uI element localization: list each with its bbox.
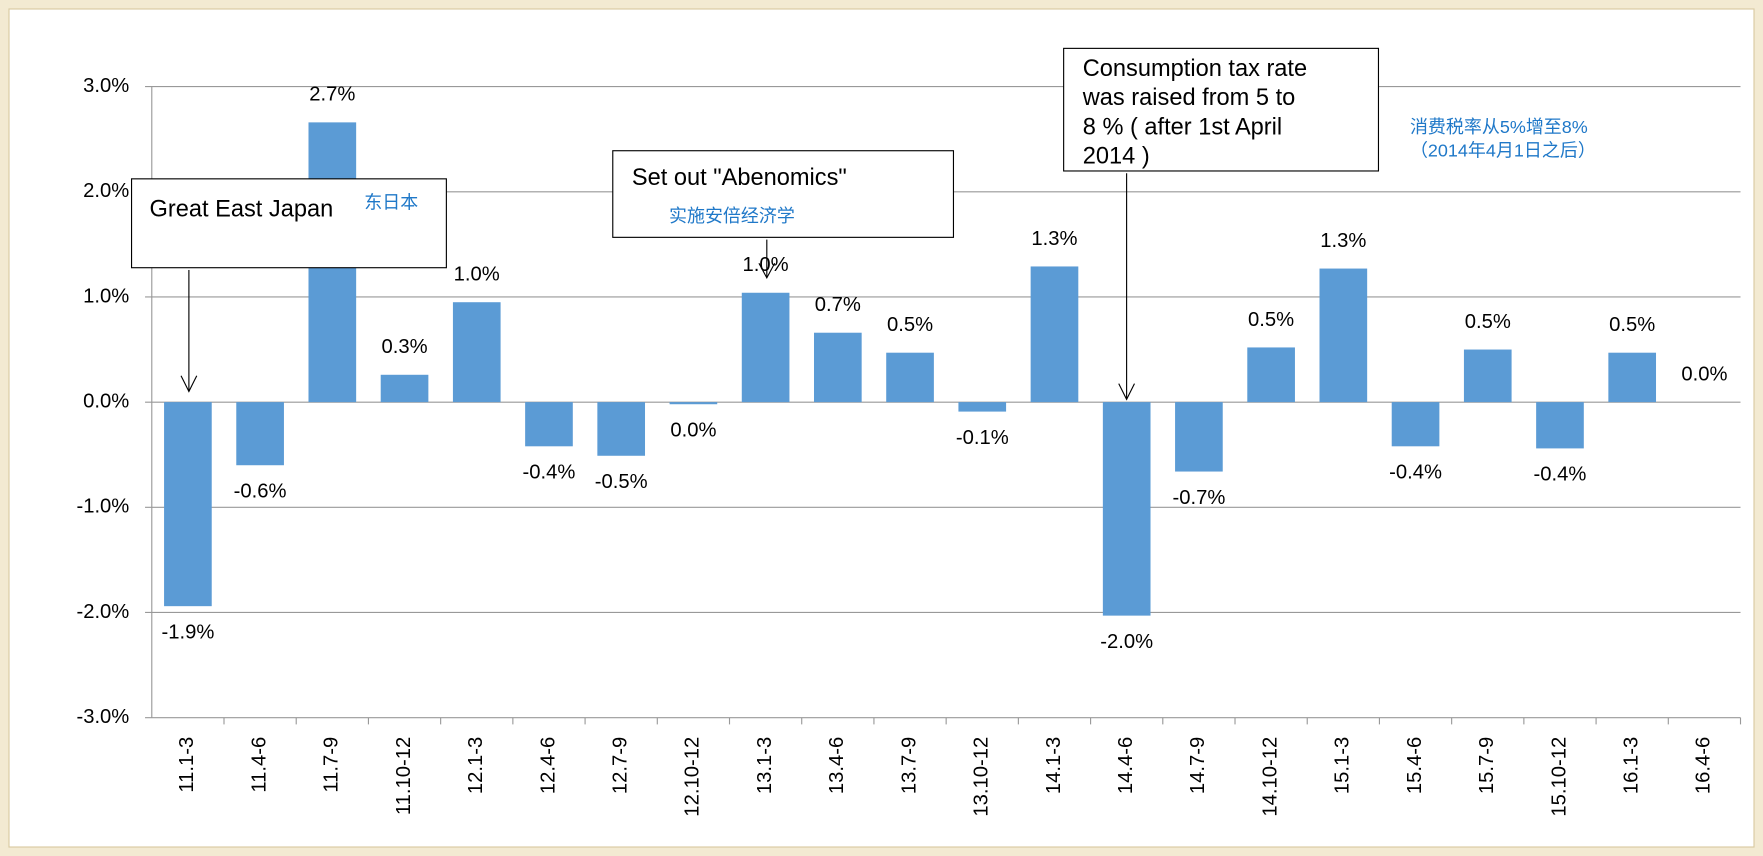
x-tick-label: 15.1-3	[1332, 737, 1354, 794]
annotation-text: Set out "Abenomics"	[632, 165, 847, 191]
data-label: 0.0%	[670, 420, 716, 442]
bar	[236, 402, 284, 466]
bar	[1536, 402, 1584, 449]
data-label: 1.3%	[1031, 228, 1077, 250]
x-tick-label: 12.10-12	[682, 737, 704, 817]
x-tick-label: 13.7-9	[898, 737, 920, 794]
annotation-box	[612, 150, 955, 238]
x-tick-label: 11.7-9	[321, 737, 343, 793]
y-tick-label: -1.0%	[76, 496, 129, 518]
annotation-text: was raised from 5 to	[1082, 85, 1296, 111]
plot-background	[8, 8, 1755, 848]
data-label: 0.3%	[381, 336, 427, 358]
bar	[1030, 266, 1079, 403]
bar	[886, 352, 934, 403]
annotations: Great East Japan 东日本 Set out "Abenomics"…	[130, 47, 1596, 401]
x-tick-label: 14.1-3	[1043, 737, 1065, 794]
annotation-note: 消费税率从5%增至8%	[1410, 117, 1588, 137]
x-tick-label: 13.4-6	[826, 737, 848, 794]
annotation-note: 实施安倍经济学	[669, 206, 795, 226]
arrow-head	[1118, 383, 1135, 401]
bar	[813, 332, 862, 403]
x-tick-label: 16.1-3	[1621, 737, 1643, 794]
bar	[597, 402, 646, 456]
y-tick-label: 2.0%	[83, 180, 129, 202]
x-tick-label: 12.1-3	[465, 737, 487, 794]
annotation-box	[130, 178, 447, 269]
bar	[1463, 349, 1512, 403]
data-label: -0.1%	[956, 427, 1009, 449]
x-tick-label: 14.7-9	[1187, 737, 1209, 794]
data-label: 0.5%	[1609, 314, 1655, 336]
data-label: 1.0%	[454, 264, 500, 286]
y-tick-label: -2.0%	[76, 601, 129, 623]
data-label: 1.3%	[1320, 230, 1366, 252]
data-label: 0.5%	[887, 314, 933, 336]
data-label: -2.0%	[1100, 631, 1153, 653]
data-label: 1.0%	[743, 254, 789, 276]
bar	[380, 374, 429, 403]
annotation-text: 2014 )	[1083, 144, 1150, 170]
y-tick-label: 3.0%	[83, 75, 129, 97]
data-label: -0.4%	[523, 462, 576, 484]
data-label: 0.5%	[1465, 311, 1511, 333]
annotation-text: Great East Japan	[150, 197, 334, 223]
x-tick-label: 13.10-12	[971, 737, 993, 817]
bar	[1102, 402, 1151, 616]
y-tick-label: -3.0%	[76, 706, 129, 728]
annotation-note: 东日本	[364, 192, 418, 212]
bar	[1391, 402, 1440, 447]
data-label: -0.5%	[595, 471, 648, 493]
data-label: 2.7%	[309, 84, 355, 106]
data-label: -1.9%	[161, 622, 214, 644]
x-tick-label: 12.4-6	[537, 737, 559, 794]
bar	[164, 402, 212, 607]
x-tick-label: 11.10-12	[393, 737, 415, 815]
x-tick-label: 14.10-12	[1259, 737, 1281, 817]
x-tick-label: 11.1-3	[176, 737, 198, 793]
x-tick-label: 11.4-6	[248, 737, 270, 793]
x-tick-label: 13.1-3	[754, 737, 776, 794]
annotation-box	[1063, 47, 1380, 172]
bar	[741, 292, 790, 403]
data-label: 0.7%	[815, 294, 861, 316]
data-label: 0.0%	[1681, 363, 1727, 385]
x-tick-label: 15.10-12	[1548, 737, 1570, 817]
data-label: -0.7%	[1172, 487, 1225, 509]
x-tick-label: 14.4-6	[1115, 737, 1137, 794]
bar	[669, 402, 718, 405]
bar	[1175, 402, 1223, 472]
annotation-text: 8 % ( after 1st April	[1083, 114, 1282, 140]
arrow-head	[180, 375, 198, 393]
data-label: -0.4%	[1389, 462, 1442, 484]
bar	[1247, 347, 1295, 403]
x-tick-label: 15.4-6	[1404, 737, 1426, 794]
bar	[958, 402, 1007, 412]
bar	[1608, 352, 1657, 403]
x-tick-label: 16.4-6	[1693, 737, 1715, 794]
y-tick-label: 0.0%	[83, 390, 129, 412]
bar	[1319, 268, 1368, 403]
data-label: -0.4%	[1534, 464, 1587, 486]
x-tick-label: 12.7-9	[610, 737, 632, 794]
bar	[525, 402, 573, 447]
data-label: 0.5%	[1248, 309, 1294, 331]
annotation-note: （2014年4月1日之后）	[1410, 141, 1596, 161]
data-label: -0.6%	[234, 481, 287, 503]
y-tick-label: 1.0%	[83, 285, 129, 307]
x-tick-label: 15.7-9	[1476, 737, 1498, 794]
arrow-head	[758, 262, 776, 280]
bar	[452, 302, 501, 403]
annotation-text: Consumption tax rate	[1083, 56, 1307, 82]
